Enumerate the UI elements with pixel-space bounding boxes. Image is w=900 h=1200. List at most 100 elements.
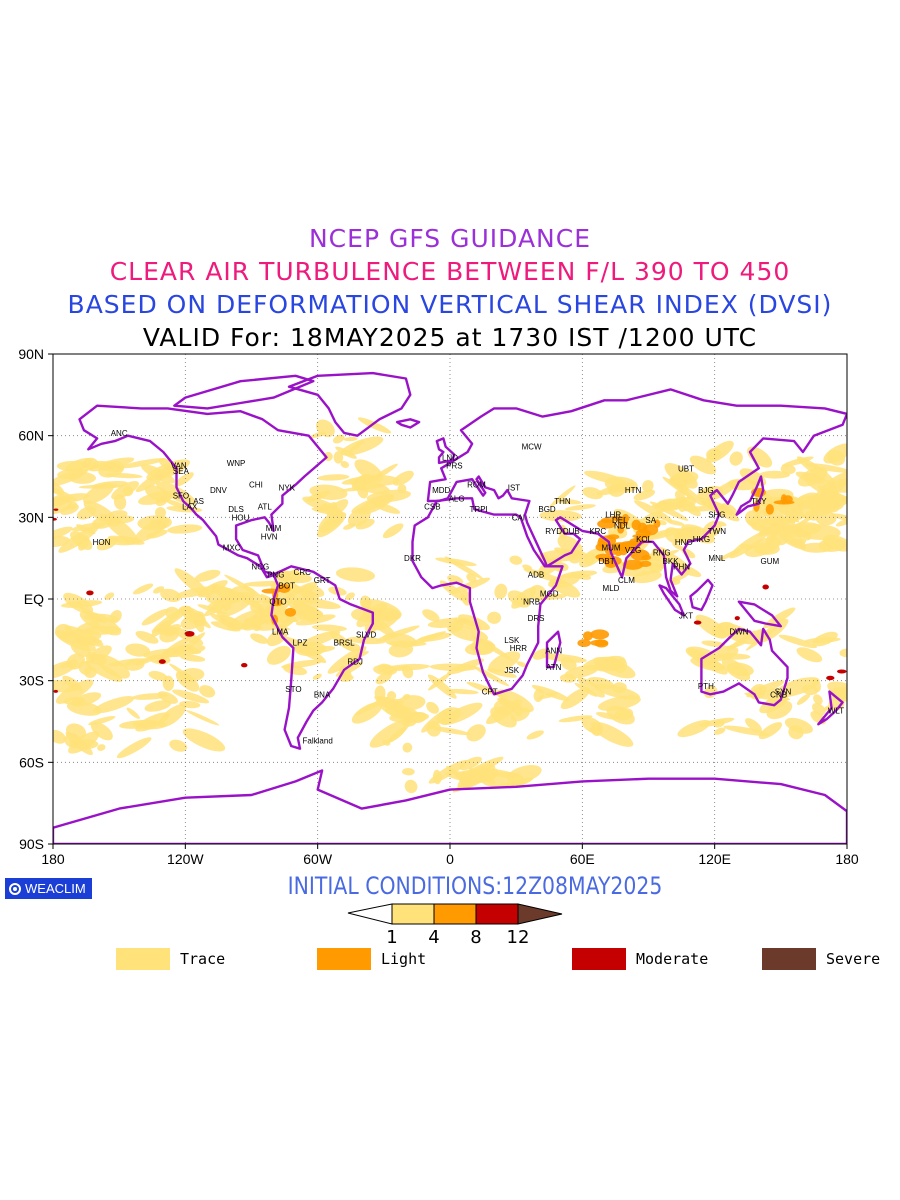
- station-label: TKY: [751, 497, 767, 506]
- turbulence-trace-patch: [354, 696, 390, 716]
- station-label: DBT: [599, 557, 615, 566]
- station-label: DKR: [404, 554, 421, 563]
- coastline-iceland: [395, 418, 421, 429]
- coastline-australia: [700, 627, 789, 707]
- lon-tick-label: 120W: [167, 851, 204, 867]
- turbulence-trace-patch: [661, 551, 691, 572]
- turbulence-trace-patch: [461, 590, 472, 606]
- turbulence-light-patch: [622, 559, 644, 570]
- turbulence-light-patch: [607, 534, 620, 540]
- station-label: LPZ: [293, 639, 308, 648]
- turbulence-trace-patch: [312, 624, 347, 632]
- turbulence-trace-patch: [266, 628, 288, 647]
- station-label: NRB: [523, 598, 540, 607]
- turbulence-trace-patch: [555, 498, 582, 505]
- legend-item-moderate: Moderate: [572, 948, 708, 970]
- turbulence-light-patch: [641, 554, 652, 561]
- turbulence-trace-patch: [135, 655, 160, 666]
- turbulence-light-patch: [597, 557, 611, 562]
- station-label: HTN: [625, 486, 642, 495]
- station-label: DUB: [563, 527, 580, 536]
- station-label: PTH: [698, 682, 714, 691]
- turbulence-trace-patch: [76, 621, 100, 633]
- title-model: NCEP GFS GUIDANCE: [308, 224, 591, 253]
- latitude-labels: 90N 60N 30N EQ 30S 60S 90S: [18, 346, 53, 852]
- turbulence-trace-patch: [531, 684, 570, 702]
- turbulence-trace-patch: [88, 457, 135, 472]
- station-label: NDL: [614, 522, 631, 531]
- turbulence-light-patch: [632, 533, 650, 539]
- turbulence-trace-patch: [343, 436, 358, 442]
- turbulence-trace-patch: [812, 631, 838, 647]
- station-label: MIM: [266, 524, 282, 533]
- legend: Trace Light Moderate Severe: [0, 948, 900, 974]
- turbulence-trace-patch: [361, 599, 402, 619]
- turbulence-moderate-patch: [693, 620, 702, 625]
- turbulence-trace-patch: [827, 681, 847, 702]
- turbulence-moderate-patch: [184, 630, 195, 637]
- turbulence-moderate-patch: [86, 590, 94, 596]
- coastlines: [53, 371, 847, 844]
- turbulence-trace-patch: [595, 711, 619, 720]
- turbulence-moderate-patch: [836, 669, 847, 674]
- station-label: JKT: [679, 611, 693, 620]
- lon-tick-label: 180: [41, 851, 65, 867]
- station-label: HNO: [675, 538, 693, 547]
- station-label: HOU: [232, 513, 250, 522]
- turbulence-trace-patch: [644, 549, 680, 563]
- turbulence-trace-patch: [614, 707, 634, 721]
- lat-tick-label: 30S: [19, 673, 44, 689]
- coastline-uk: [435, 437, 456, 465]
- lon-tick-label: 120E: [698, 851, 731, 867]
- turbulence-trace-patch: [778, 533, 807, 550]
- turbulence-trace-patch: [403, 631, 447, 648]
- turbulence-trace-patch: [338, 665, 352, 680]
- turbulence-trace-patch: [293, 594, 315, 606]
- turbulence-trace-patch: [326, 499, 349, 518]
- turbulence-trace-patch: [539, 510, 582, 522]
- turbulence-trace-patch: [564, 664, 599, 679]
- scale-box-light: [433, 903, 477, 925]
- turbulence-light-patch: [600, 517, 613, 523]
- station-label: ROM: [467, 481, 486, 490]
- station-label: CLM: [618, 576, 635, 585]
- station-label: GUM: [760, 557, 779, 566]
- title-product: CLEAR AIR TURBULENCE BETWEEN F/L 390 TO …: [109, 257, 791, 286]
- station-label: SYN: [775, 688, 792, 697]
- turbulence-trace-patch: [570, 571, 592, 580]
- turbulence-light-patch: [773, 500, 795, 505]
- turbulence-moderate-patch: [241, 662, 248, 668]
- turbulence-trace-patch: [158, 704, 186, 728]
- station-label: SLVD: [356, 630, 377, 639]
- station-label: ALG: [449, 494, 465, 503]
- turbulence-trace-patch: [753, 542, 780, 555]
- turbulence-trace-patch: [522, 564, 533, 570]
- station-label: PNG: [267, 571, 284, 580]
- station-label: BKK: [663, 557, 680, 566]
- turbulence-trace-patch: [382, 523, 404, 539]
- station-label: BJG: [698, 486, 714, 495]
- lon-tick-label: 60E: [570, 851, 595, 867]
- turbulence-light-patch: [639, 560, 652, 567]
- station-label: CSB: [424, 502, 440, 511]
- turbulence-trace-patch: [56, 460, 94, 472]
- turbulence-trace-patch: [155, 481, 197, 506]
- turbulence-trace-patch: [560, 687, 591, 710]
- turbulence-trace-patch: [608, 483, 626, 497]
- turbulence-trace-patch: [590, 721, 634, 747]
- turbulence-trace-patch: [148, 670, 168, 681]
- station-label: ANN: [545, 647, 562, 656]
- legend-swatch-light: [317, 948, 371, 970]
- turbulence-trace-patch: [250, 633, 269, 644]
- turbulence-trace-patch: [63, 697, 85, 705]
- turbulence-trace-patch: [397, 484, 407, 494]
- turbulence-trace-patch: [726, 662, 754, 677]
- station-label: WNP: [227, 459, 246, 468]
- turbulence-trace-patch: [375, 625, 420, 642]
- turbulence-trace-patch: [784, 717, 813, 734]
- turbulence-trace-patch: [746, 680, 785, 698]
- legend-label-trace: Trace: [180, 950, 226, 968]
- turbulence-trace-patch: [446, 766, 463, 779]
- turbulence-trace-patch: [55, 679, 94, 704]
- turbulence-trace-patch: [59, 661, 74, 669]
